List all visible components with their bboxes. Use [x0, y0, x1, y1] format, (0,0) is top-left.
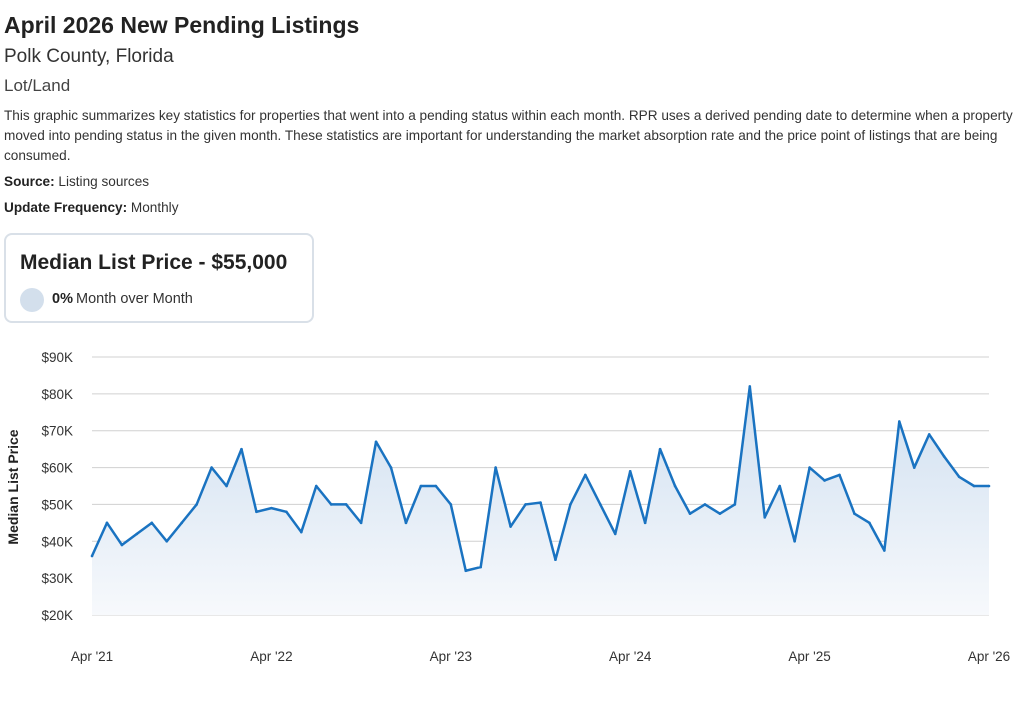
- y-tick-label: $40K: [41, 534, 73, 549]
- x-tick-label: Apr '25: [788, 649, 830, 664]
- data-point[interactable]: [255, 510, 258, 514]
- data-point[interactable]: [658, 447, 662, 451]
- data-point[interactable]: [449, 503, 453, 506]
- data-point[interactable]: [688, 512, 692, 515]
- data-point[interactable]: [225, 484, 228, 488]
- median-price-card: Median List Price - $55,000 0% Month ove…: [4, 233, 314, 323]
- data-point[interactable]: [898, 420, 901, 423]
- data-point[interactable]: [808, 466, 811, 469]
- x-tick-labels: Apr '21 Apr '22 Apr '23 Apr '24 Apr '25 Apr '…: [71, 649, 1010, 664]
- source-label: Source:: [4, 174, 55, 189]
- y-tick-label: $90K: [41, 350, 73, 365]
- data-point[interactable]: [718, 512, 722, 515]
- x-tick-label: Apr '26: [968, 649, 1010, 664]
- data-point[interactable]: [165, 539, 169, 543]
- change-indicator-dot: [20, 288, 44, 312]
- data-point[interactable]: [494, 466, 497, 469]
- data-point[interactable]: [673, 484, 677, 488]
- location-subtitle: Polk County, Florida: [4, 46, 174, 67]
- x-tick-label: Apr '22: [250, 649, 292, 664]
- data-point[interactable]: [329, 503, 333, 506]
- change-percent: 0%: [52, 291, 73, 307]
- data-point[interactable]: [270, 506, 273, 510]
- data-point[interactable]: [793, 539, 796, 543]
- data-point[interactable]: [763, 516, 767, 519]
- data-point[interactable]: [883, 549, 886, 552]
- data-point[interactable]: [434, 484, 438, 488]
- source-line: Source: Listing sources: [4, 174, 149, 189]
- data-point[interactable]: [643, 521, 647, 525]
- x-tick-label: Apr '21: [71, 649, 113, 664]
- y-tick-label: $30K: [41, 571, 73, 586]
- y-tick-label: $80K: [41, 387, 73, 402]
- x-tick-label: Apr '23: [430, 649, 472, 664]
- x-tick-label: Apr '24: [609, 649, 652, 664]
- data-point[interactable]: [210, 466, 213, 469]
- data-point[interactable]: [135, 532, 139, 536]
- data-point[interactable]: [524, 503, 527, 506]
- data-point[interactable]: [823, 479, 826, 482]
- data-point[interactable]: [464, 569, 468, 573]
- data-point[interactable]: [733, 503, 737, 506]
- data-point[interactable]: [404, 521, 408, 525]
- data-point[interactable]: [389, 466, 393, 469]
- data-point[interactable]: [584, 473, 587, 477]
- description: This graphic summarizes key statistics f…: [4, 108, 1013, 163]
- data-point[interactable]: [972, 484, 976, 488]
- data-point[interactable]: [419, 484, 423, 488]
- frequency-label: Update Frequency:: [4, 200, 128, 215]
- page-title: April 2026 New Pending Listings: [4, 12, 360, 38]
- data-point[interactable]: [748, 385, 752, 388]
- data-point[interactable]: [628, 469, 632, 473]
- data-point[interactable]: [703, 503, 707, 506]
- card-title: Median List Price - $55,000: [20, 251, 288, 274]
- data-point[interactable]: [195, 503, 198, 506]
- source-value: Listing sources: [58, 174, 150, 189]
- data-point[interactable]: [554, 558, 557, 562]
- y-tick-label: $20K: [41, 608, 73, 623]
- data-point[interactable]: [344, 503, 348, 506]
- data-point[interactable]: [479, 565, 483, 569]
- data-point[interactable]: [569, 503, 572, 506]
- data-point[interactable]: [120, 543, 124, 547]
- property-type: Lot/Land: [4, 76, 71, 95]
- data-point[interactable]: [613, 532, 617, 536]
- data-point[interactable]: [942, 455, 946, 458]
- data-point[interactable]: [374, 440, 378, 444]
- data-point[interactable]: [778, 484, 781, 488]
- y-tick-labels: $20K $30K $40K $50K $60K $70K $80K $90K: [41, 350, 73, 623]
- data-point[interactable]: [987, 484, 991, 488]
- y-tick-label: $70K: [41, 424, 73, 439]
- y-tick-label: $50K: [41, 497, 73, 512]
- frequency-value: Monthly: [130, 200, 179, 215]
- data-point[interactable]: [359, 521, 363, 525]
- data-point[interactable]: [927, 433, 931, 436]
- series-points: [90, 385, 991, 573]
- frequency-line: Update Frequency: Monthly: [4, 200, 179, 215]
- data-point[interactable]: [912, 466, 916, 469]
- data-point[interactable]: [105, 521, 109, 525]
- data-point[interactable]: [957, 475, 961, 479]
- y-tick-label: $60K: [41, 461, 73, 476]
- data-point[interactable]: [539, 501, 542, 504]
- data-point[interactable]: [150, 521, 154, 525]
- data-point[interactable]: [509, 525, 512, 528]
- data-point[interactable]: [314, 484, 318, 488]
- data-point[interactable]: [838, 473, 841, 477]
- y-axis-label: Median List Price: [5, 429, 21, 544]
- data-point[interactable]: [285, 510, 288, 514]
- data-point[interactable]: [599, 503, 602, 506]
- data-point[interactable]: [180, 521, 183, 525]
- change-label: Month over Month: [76, 291, 193, 307]
- data-point[interactable]: [240, 447, 243, 451]
- data-point[interactable]: [300, 530, 303, 534]
- data-point[interactable]: [853, 512, 856, 515]
- series-area: [92, 386, 989, 615]
- data-point[interactable]: [90, 554, 94, 558]
- data-point[interactable]: [868, 521, 871, 525]
